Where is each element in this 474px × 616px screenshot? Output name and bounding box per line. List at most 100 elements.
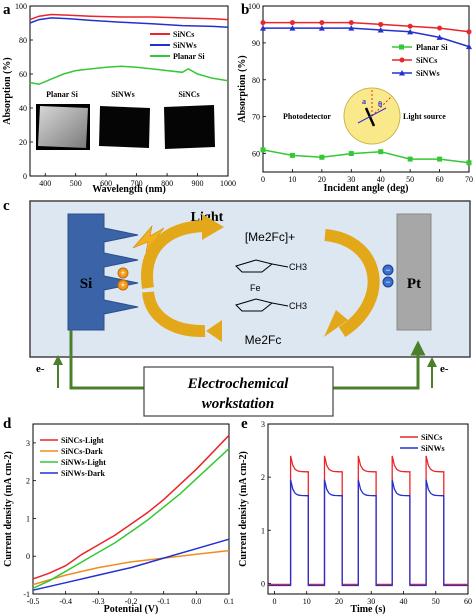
- chart-b-series-sincs-point: [437, 25, 443, 31]
- chart-a-ytick-label: 100: [15, 2, 27, 11]
- chart-b-series-sincs-point: [378, 21, 384, 27]
- inset-b-label-photodetector: Photodetector: [283, 112, 331, 121]
- hole-2: [117, 279, 129, 291]
- chart-b-series-planar-si-point: [407, 156, 413, 162]
- electron-label-right: e-: [440, 363, 449, 375]
- chart-b-series-planar-si-point: [260, 147, 266, 153]
- chart-b-xtick-label: 60: [436, 175, 444, 184]
- chart-a-xtick-label: 1000: [220, 179, 236, 188]
- svg-text:+: +: [120, 280, 125, 290]
- pt-electrode: [396, 213, 432, 331]
- chart-b-series-planar-si-point: [348, 151, 354, 157]
- legend-d-sinws-dark: SiNWs-Dark: [61, 469, 106, 478]
- chart-a-ytick-label: 0: [23, 172, 27, 181]
- chart-a-legend: SiNCs SiNWs Planar Si: [150, 30, 205, 61]
- arrow-oxidation-body: [141, 220, 206, 289]
- workstation-label-line2: workstation: [202, 396, 275, 412]
- chart-e-xtick-label: 30: [367, 597, 375, 606]
- fe-label: Fe: [250, 283, 261, 293]
- chart-b-ytick-label: 60: [252, 150, 260, 159]
- inset-b-label-theta: θ: [378, 100, 382, 109]
- chart-e-ytick-label: 2: [261, 473, 265, 482]
- chart-d-ytick-label: 3: [26, 439, 30, 448]
- wire-right: [333, 340, 426, 390]
- chart-b-series-sinws-point: [260, 25, 266, 31]
- methyl-bond-top: [271, 263, 289, 268]
- svg-text:−: −: [385, 277, 390, 287]
- chart-a-series-sincs: [29, 13, 229, 21]
- inset-a-label-sincs: SiNCs: [178, 90, 199, 99]
- chart-b-xtick-label: 20: [318, 175, 326, 184]
- chart-b-xlabel: Incident angle (deg): [324, 183, 409, 194]
- svg-text:+: +: [120, 268, 125, 278]
- pt-label: Pt: [407, 276, 421, 292]
- electron-2: [382, 276, 394, 288]
- arrow-reduction-head: [324, 310, 348, 337]
- chart-d-series-sincs-dark: [32, 549, 230, 586]
- reduced-species-label: Me2Fc: [245, 333, 282, 347]
- lightning-icon: [132, 224, 165, 253]
- chart-e-xtick-label: 60: [464, 597, 472, 606]
- inset-b-beam: [371, 95, 393, 117]
- chart-b-series-sinws-point: [348, 25, 355, 31]
- chart-b-series-planar-si-point: [289, 152, 295, 158]
- chart-b-series-sinws-point: [289, 25, 296, 31]
- inset-a-label-sinws: SiNWs: [111, 90, 135, 99]
- chart-b-series-sinws-point: [377, 26, 384, 33]
- legend-e-sinws: SiNWs: [421, 444, 445, 453]
- chart-d-xtick-label: -0.4: [59, 597, 72, 606]
- svg-text:−: −: [385, 265, 390, 275]
- chart-b-xtick-label: 0: [261, 175, 265, 184]
- legend-d-sincs-dark: SiNCs-Dark: [61, 447, 103, 456]
- chart-a-ytick-label: 40: [19, 104, 27, 113]
- legend-b-planar-marker: [399, 44, 404, 50]
- chart-b-series-planar-si-point: [437, 156, 443, 162]
- chart-d-xtick-label: -0.5: [27, 597, 40, 606]
- chart-b-legend: Planar Si SiNCs SiNWs: [392, 43, 448, 78]
- chart-a-series-sinws: [29, 17, 229, 29]
- chart-d-xlabel: Potential (V): [104, 604, 159, 615]
- chart-e-xtick-label: 10: [303, 597, 311, 606]
- chart-a-ylabel: Absorption (%): [2, 57, 13, 125]
- chart-a-ytick-label: 80: [19, 36, 27, 45]
- legend-b-sinws-marker: [399, 70, 405, 76]
- si-electrode: [67, 213, 139, 331]
- legend-a-sincs: SiNCs: [173, 30, 194, 39]
- chart-d-series-sinws-dark: [32, 538, 230, 591]
- chart-b-series-sincs-point: [466, 29, 472, 35]
- panel-label-d: d: [3, 416, 12, 432]
- chart-b-ytick-label: 80: [252, 76, 260, 85]
- chart-a: 400 500 600 700 800 900 1000 0 20 40 60 80 100 Wavel…: [2, 2, 236, 195]
- ch3-label-top: CH3: [289, 262, 307, 272]
- schematic-c: Si + + Light Pt − − [Me2Fc]+ Me2Fc: [29, 200, 471, 417]
- chart-b-ytick-label: 90: [252, 39, 260, 48]
- arrow-reduction-body: [324, 229, 380, 338]
- chart-b-ytick-label: 70: [252, 113, 260, 122]
- inset-b-label-a: a: [362, 97, 366, 106]
- chart-a-xtick-label: 700: [131, 179, 143, 188]
- chart-b-frame: [262, 5, 470, 173]
- arrow-return-body: [142, 291, 206, 338]
- chart-e-ytick-label: 3: [261, 420, 265, 429]
- methyl-bond-bottom: [271, 302, 289, 307]
- chart-e-series-sincs: [268, 455, 468, 586]
- electron-1: [382, 264, 394, 276]
- panel-label-a: a: [3, 2, 11, 18]
- ch3-label-bottom: CH3: [289, 301, 307, 311]
- legend-b-sincs: SiNCs: [416, 56, 437, 65]
- legend-a-sinws: SiNWs: [173, 41, 197, 50]
- legend-d-sinws-light: SiNWs-Light: [61, 458, 106, 467]
- chart-a-ytick-label: 60: [19, 70, 27, 79]
- inset-a-photo-planar: [38, 106, 88, 148]
- legend-d-sincs-light: SiNCs-Light: [61, 436, 104, 445]
- hole-1: [117, 267, 129, 279]
- chart-e-xtick-label: 40: [399, 597, 407, 606]
- chart-b-xtick-label: 10: [288, 175, 296, 184]
- chart-e-series-sinws: [268, 479, 468, 587]
- chart-e-legend: SiNCs SiNWs: [400, 433, 445, 453]
- chart-e-xlabel: Time (s): [350, 604, 385, 615]
- panel-label-e: e: [241, 416, 248, 432]
- chart-d-xtick-label: -0.2: [125, 597, 138, 606]
- chart-b-series-sincs: [263, 21, 470, 33]
- chart-b-xtick-label: 40: [377, 175, 385, 184]
